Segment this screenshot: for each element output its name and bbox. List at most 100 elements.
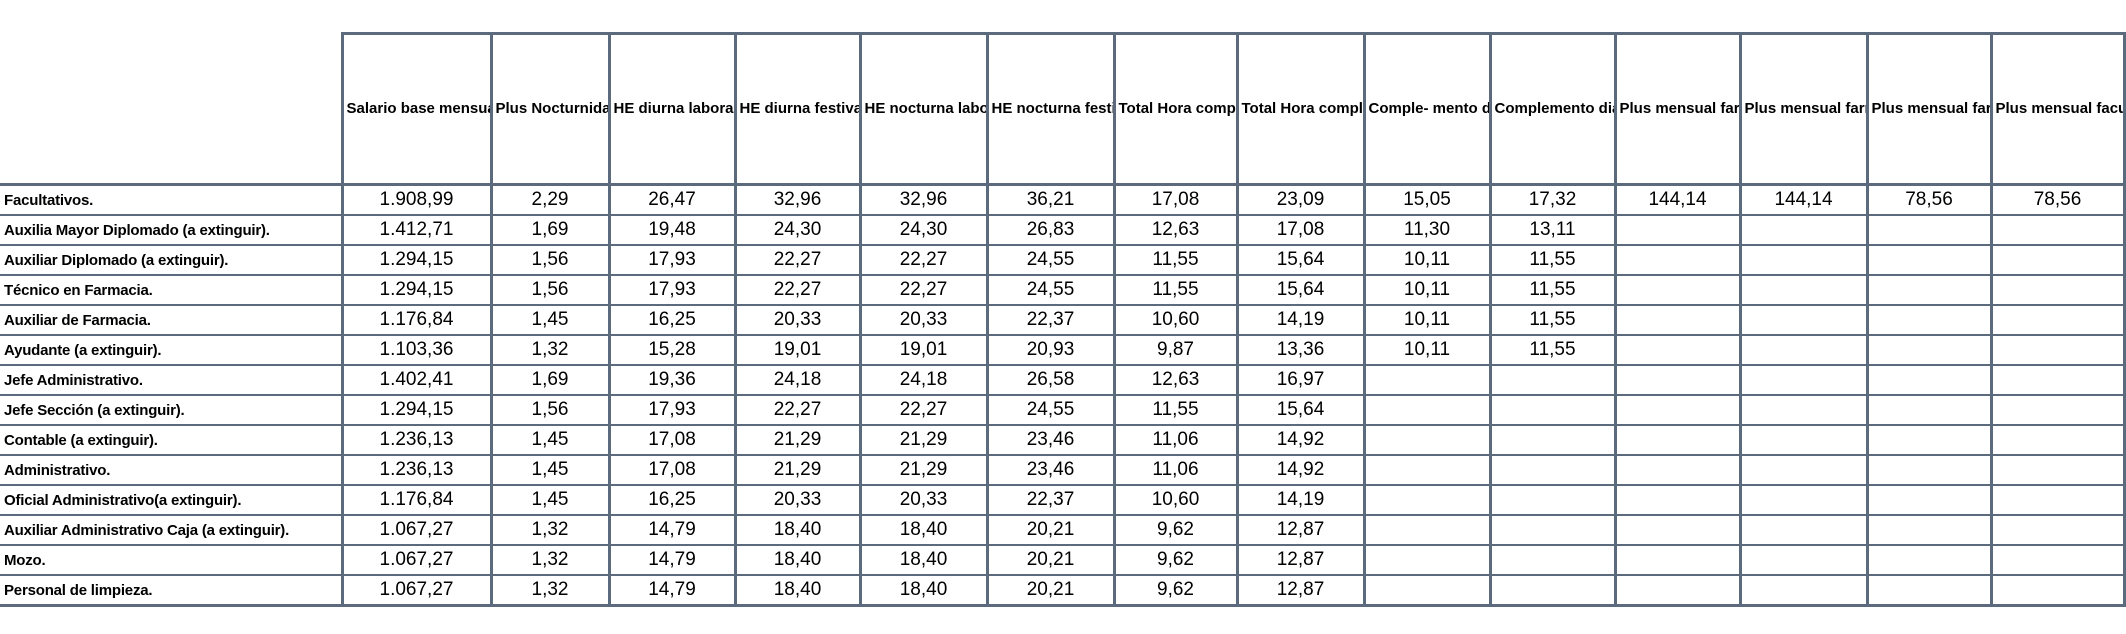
table-cell [1613,455,1742,486]
row-category-label: Auxiliar Administrativo Caja (a extingui… [0,515,344,546]
row-category-label: Personal de limpieza. [0,575,344,607]
table-cell: 11,55 [1112,245,1239,276]
header-cell-complemento-guardia-festivo: Complemento diario guardia rural festivo [1488,32,1617,186]
table-cell: 10,11 [1362,335,1492,366]
table-cell: 12,87 [1235,545,1366,576]
table-cell: 1,69 [489,365,611,396]
table-cell [1613,515,1742,546]
table-cell: 2,29 [489,184,611,216]
table-cell [1865,215,1993,246]
table-cell: 24,55 [985,395,1116,426]
table-cell: 1.236,13 [340,425,493,456]
table-cell [1865,515,1993,546]
header-cell-plus-nocturnidad: Plus Nocturnidad por hora [489,32,611,186]
table-cell: 22,27 [858,275,989,306]
table-row: Auxiliar de Farmacia. 1.176,84 1,45 16,25 20… [0,305,2126,336]
header-cell-he-diurna-laborable: HE diurna laborable [607,32,737,186]
table-cell: 1.103,36 [340,335,493,366]
table-cell: 24,18 [733,365,862,396]
table-cell [1865,395,1993,426]
table-cell: 26,58 [985,365,1116,396]
table-cell [1865,575,1993,607]
row-category-label: Oficial Administrativo(a extinguir). [0,485,344,516]
table-cell: 20,21 [985,515,1116,546]
table-cell [1488,545,1617,576]
table-cell: 1,45 [489,425,611,456]
table-cell: 23,46 [985,425,1116,456]
table-cell: 19,36 [607,365,737,396]
table-cell [1613,425,1742,456]
table-cell [1613,545,1742,576]
row-category-label: Jefe Administrativo. [0,365,344,396]
table-cell [1362,485,1492,516]
table-cell [1989,575,2126,607]
table-cell: 11,55 [1112,275,1239,306]
table-cell: 144,14 [1613,184,1742,216]
table-cell [1613,305,1742,336]
table-cell [1738,575,1869,607]
table-cell: 1.067,27 [340,515,493,546]
table-cell: 18,40 [733,575,862,607]
table-cell [1613,245,1742,276]
table-cell: 15,64 [1235,275,1366,306]
table-cell: 18,40 [733,515,862,546]
header-cell-total-hora-laborable: Total Hora complementaria laborable [1112,32,1239,186]
table-cell [1989,395,2126,426]
table-cell [1488,425,1617,456]
table-cell: 14,92 [1235,425,1366,456]
table-row: Auxiliar Diplomado (a extinguir). 1.294,1… [0,245,2126,276]
table-cell: 23,09 [1235,184,1366,216]
salary-table: Salario base mensual (catorce pagas por … [0,32,2126,607]
table-cell: 1,45 [489,305,611,336]
table-cell: 13,36 [1235,335,1366,366]
table-cell: 17,93 [607,245,737,276]
table-cell: 32,96 [733,184,862,216]
table-cell: 15,64 [1235,395,1366,426]
header-cell-he-nocturna-festiva: HE nocturna festiva [985,32,1116,186]
table-cell: 20,33 [733,305,862,336]
table-cell: 14,79 [607,515,737,546]
table-cell: 11,30 [1362,215,1492,246]
table-cell: 1.294,15 [340,245,493,276]
table-cell: 10,60 [1112,305,1239,336]
table-row: Oficial Administrativo(a extinguir). 1.17… [0,485,2126,516]
table-row: Personal de limpieza. 1.067,27 1,32 14,79 18… [0,575,2126,607]
header-cell-plus-adjunto: Plus mensual farmacéutico adjunto [1865,32,1993,186]
table-row: Auxiliar Administrativo Caja (a extingui… [0,515,2126,546]
table-cell: 24,55 [985,245,1116,276]
table-cell: 1.236,13 [340,455,493,486]
table-cell [1738,245,1869,276]
table-cell [1865,545,1993,576]
table-cell [1488,575,1617,607]
table-cell: 22,37 [985,305,1116,336]
row-category-label: Administrativo. [0,455,344,486]
table-cell: 17,93 [607,275,737,306]
table-cell [1865,335,1993,366]
table-cell: 20,33 [858,485,989,516]
table-cell: 9,62 [1112,545,1239,576]
table-row: Administrativo. 1.236,13 1,45 17,08 21,29 21,… [0,455,2126,486]
table-cell: 17,08 [1235,215,1366,246]
table-cell [1488,455,1617,486]
table-cell [1989,245,2126,276]
row-category-label: Auxiliar de Farmacia. [0,305,344,336]
table-cell [1488,485,1617,516]
header-row: Salario base mensual (catorce pagas por … [0,32,2126,186]
table-cell: 21,29 [858,425,989,456]
table-row: Técnico en Farmacia. 1.294,15 1,56 17,93 22,… [0,275,2126,306]
table-cell: 1,32 [489,335,611,366]
row-category-label: Auxiliar Diplomado (a extinguir). [0,245,344,276]
table-cell [1613,275,1742,306]
table-cell [1738,275,1869,306]
table-cell [1865,365,1993,396]
table-cell [1865,275,1993,306]
table-cell [1989,425,2126,456]
table-row: Facultativos. 1.908,99 2,29 26,47 32,96 32,96… [0,184,2126,216]
table-cell: 26,47 [607,184,737,216]
table-cell [1362,395,1492,426]
table-cell: 1,45 [489,455,611,486]
table-cell [1989,515,2126,546]
table-cell: 18,40 [733,545,862,576]
header-cell-he-nocturna-laborable: HE nocturna laborable [858,32,989,186]
